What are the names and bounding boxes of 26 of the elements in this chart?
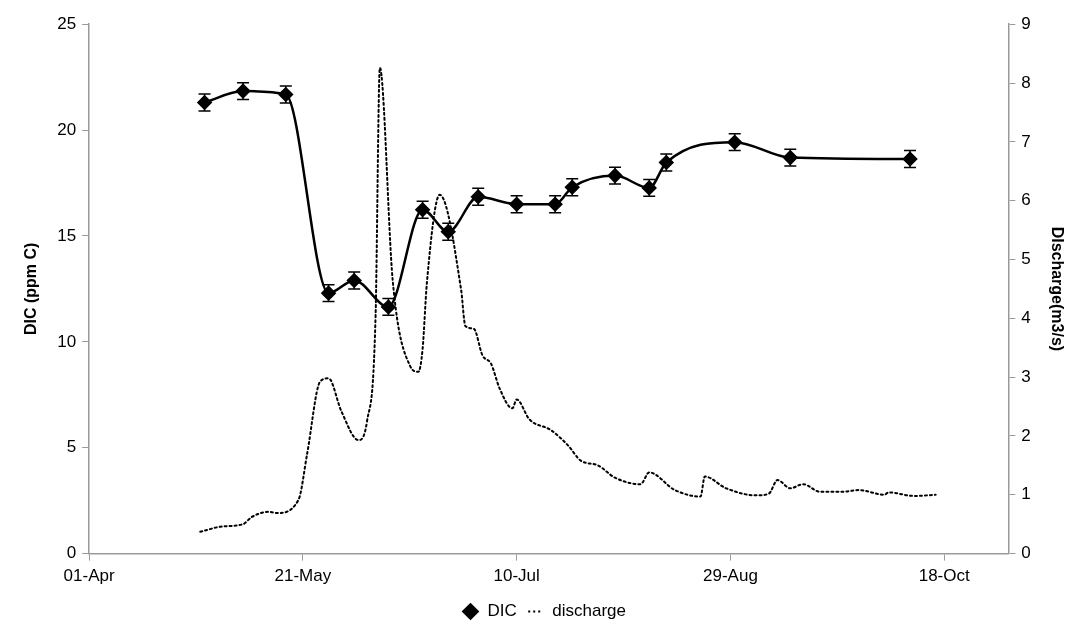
line-series	[199, 66, 937, 533]
y2-tick-label: 5	[1021, 249, 1031, 269]
y2-axis-title: DIscharge(m3/s)	[1048, 226, 1066, 352]
x-tick-label: 21-May	[274, 566, 332, 586]
y2-tick-label: 6	[1021, 190, 1031, 210]
y-tick-label: 10	[57, 331, 77, 351]
x-tick-label: 10-Jul	[493, 566, 540, 586]
y2-tick-label: 3	[1021, 366, 1031, 386]
x-tick-label: 01-Apr	[63, 566, 115, 586]
y2-tick-label: 1	[1021, 484, 1031, 504]
y2-tick-label: 9	[1021, 13, 1031, 33]
y2-tick-label: 8	[1021, 72, 1031, 92]
x-tick-label: 18-Oct	[918, 566, 970, 586]
y2-tick-label: 2	[1021, 425, 1031, 445]
y2-tick-label: 4	[1021, 308, 1031, 327]
y2-tick-label: 0	[1021, 543, 1031, 563]
y-tick-label: 5	[66, 437, 77, 457]
legend-label: discharge	[552, 601, 626, 621]
y-tick-label: 15	[57, 225, 77, 245]
x-tick-label: 29-Aug	[703, 566, 758, 586]
y-tick-label: 0	[66, 543, 77, 563]
y-tick-label: 20	[57, 119, 77, 139]
y2-tick-label: 7	[1021, 131, 1031, 151]
y-axis-title: DIC (ppm C)	[22, 242, 40, 336]
legend-label: DIC	[487, 601, 517, 621]
y-tick-label: 25	[57, 13, 77, 33]
